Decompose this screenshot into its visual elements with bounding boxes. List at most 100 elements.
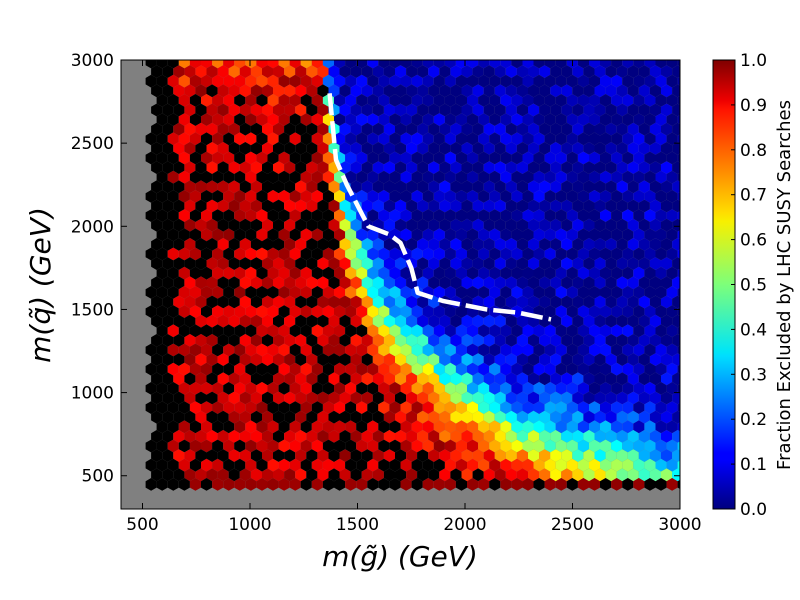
hexbin-cell — [611, 286, 623, 299]
hexbin-cell — [178, 132, 190, 146]
hexbin-cell — [611, 247, 623, 261]
hexbin-cell — [433, 60, 445, 69]
hexbin-cell — [367, 247, 379, 261]
hexbin-cell — [217, 314, 229, 328]
hexbin-cell — [206, 295, 218, 309]
hexbin-cell — [583, 238, 595, 251]
hexbin-cell — [300, 478, 312, 491]
hexbin-cell — [489, 113, 501, 126]
hexbin-cell — [278, 266, 290, 280]
hexbin-cell — [550, 180, 562, 194]
hexbin-cell — [661, 449, 673, 462]
hexbin-cell — [666, 362, 678, 376]
colorbar-tick-label: 0.6 — [740, 231, 767, 251]
hexbin-cell — [361, 180, 373, 194]
hexbin-cell — [173, 199, 185, 213]
hexbin-cell — [467, 478, 479, 491]
hexbin-cell — [478, 190, 490, 203]
hexbin-cell — [239, 410, 251, 424]
hexbin-cell — [273, 180, 285, 194]
hexbin-cell — [489, 209, 501, 222]
hexbin-cell — [544, 60, 556, 69]
hexbin-cell — [339, 468, 351, 482]
hexbin-cell — [262, 257, 273, 270]
hexbin-cell — [472, 353, 484, 366]
hexbin-cell — [616, 238, 628, 251]
hexbin-cell — [583, 449, 595, 462]
hexbin-cell — [317, 218, 329, 232]
hexbin-cell — [583, 314, 595, 328]
hexbin-cell — [234, 74, 246, 88]
hexbin-cell — [600, 382, 612, 395]
hexbin-cell — [666, 458, 678, 472]
hexbin-cell — [234, 401, 246, 414]
hexbin-cell — [178, 420, 190, 434]
hexbin-cell — [522, 94, 534, 107]
hexbin-cell — [317, 334, 329, 347]
hexbin-cell — [317, 161, 329, 174]
hexbin-cell — [206, 218, 218, 232]
hexbin-cell — [616, 430, 628, 443]
hexbin-cell — [167, 228, 179, 242]
hexbin-cell — [417, 218, 429, 232]
hexbin-cell — [250, 372, 262, 386]
hexbin-cell — [627, 468, 639, 482]
hexbin-cell — [616, 103, 628, 117]
hexbin-cell — [616, 65, 628, 78]
hexbin-cell — [311, 324, 323, 338]
hexbin-cell — [311, 94, 323, 107]
hexbin-cell — [322, 170, 334, 184]
hexbin-cell — [256, 151, 268, 165]
hexbin-cell — [250, 391, 262, 405]
hexbin-cell — [550, 334, 562, 347]
hexbin-cell — [633, 286, 645, 299]
hexbin-cell — [439, 180, 451, 194]
hexbin-cell — [528, 122, 540, 136]
hexbin-cell — [201, 113, 213, 126]
hexbin-cell — [555, 439, 567, 453]
hexbin-cell — [605, 84, 617, 98]
hexbin-cell — [162, 372, 174, 386]
hexbin-cell — [611, 324, 623, 338]
hexbin-cell — [561, 199, 573, 213]
hexbin-cell — [156, 151, 168, 165]
hexbin-cell — [212, 228, 224, 242]
hexbin-cell — [361, 468, 373, 482]
hexbin-cell — [528, 430, 540, 443]
hexbin-cell — [395, 142, 407, 155]
hexbin-cell — [339, 142, 351, 155]
hexbin-cell — [311, 190, 323, 203]
hexbin-cell — [406, 238, 418, 251]
hexbin-cell — [478, 94, 490, 107]
hexbin-cell — [594, 410, 606, 424]
hexbin-cell — [223, 151, 235, 165]
hexbin-cell — [262, 122, 273, 136]
hexbin-cell — [478, 286, 490, 299]
hexbin-cell — [178, 305, 190, 318]
hexbin-cell — [577, 132, 589, 146]
hexbin-cell — [350, 314, 362, 328]
hexbin-cell — [555, 362, 567, 376]
hexbin-cell — [611, 132, 623, 146]
hexbin-cell — [600, 305, 612, 318]
hexbin-cell — [317, 391, 329, 405]
hexbin-cell — [267, 286, 279, 299]
hexbin-cell — [494, 391, 506, 405]
hexbin-cell — [239, 353, 251, 366]
hexbin-cell — [439, 276, 451, 290]
hexbin-cell — [201, 305, 213, 318]
hexbin-cell — [273, 430, 285, 443]
hexbin-cell — [361, 276, 373, 290]
hexbin-cell — [633, 74, 645, 88]
hexbin-cell — [589, 362, 600, 376]
hexbin-cell — [433, 132, 445, 146]
hexbin-cell — [322, 74, 334, 88]
hexbin-cell — [417, 276, 429, 290]
hexbin-cell — [455, 94, 467, 107]
hexbin-cell — [505, 391, 517, 405]
hexbin-cell — [528, 218, 540, 232]
hexbin-cell — [212, 60, 224, 69]
hexbin-cell — [322, 60, 334, 69]
hexbin-cell — [566, 401, 578, 414]
hexbin-cell — [622, 190, 634, 203]
